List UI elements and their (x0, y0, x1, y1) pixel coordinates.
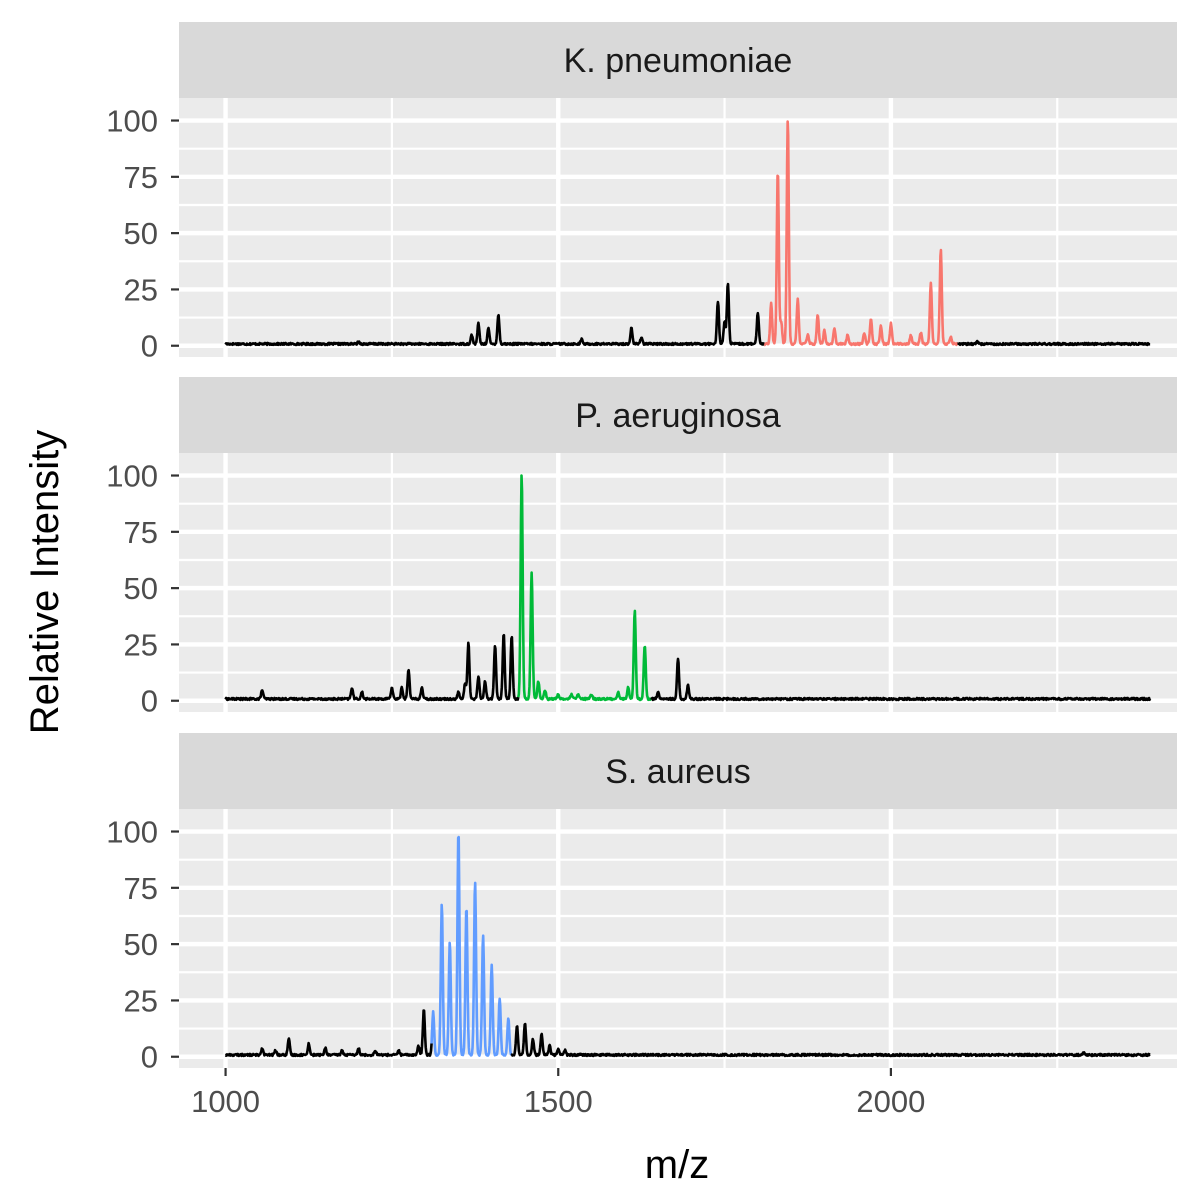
y-tick-label: 0 (141, 1040, 158, 1075)
spectrum-line-highlight (430, 835, 513, 1057)
y-tick-label: 0 (141, 329, 158, 364)
spectrum-line (956, 339, 1151, 347)
x-tick-label: 2000 (856, 1084, 925, 1119)
y-tick-label: 25 (124, 627, 158, 662)
facet-strip (179, 22, 1177, 98)
y-tick-label: 25 (124, 983, 158, 1018)
x-axis: 1000 1500 2000 (191, 1068, 925, 1119)
y-tick-label: 100 (106, 815, 158, 850)
y-tick-label: 100 (106, 104, 158, 139)
facet-panel: P. aeruginosa 0 25 50 75 100 (106, 377, 1177, 719)
facet-strip (179, 377, 1177, 453)
y-tick-label: 75 (124, 871, 158, 906)
y-axis-title: Relative Intensity (23, 430, 67, 735)
spectrum-line (650, 657, 1152, 702)
y-tick-label: 25 (124, 272, 158, 307)
facet-panel: K. pneumoniae 0 25 50 75 100 (106, 22, 1177, 364)
spectrum-line (510, 1022, 1151, 1058)
spectrum-line-highlight (763, 120, 959, 347)
spectrum-line (224, 1009, 433, 1058)
x-tick-label: 1000 (191, 1084, 260, 1119)
facet-strip-label: S. aureus (605, 753, 751, 791)
facet-strip-label: K. pneumoniae (564, 42, 793, 80)
spectrum-line-highlight (517, 474, 653, 702)
panel-background (179, 809, 1177, 1068)
y-tick-label: 50 (124, 571, 158, 606)
x-tick-label: 1500 (524, 1084, 593, 1119)
y-tick-label: 0 (141, 684, 158, 719)
y-tick-label: 75 (124, 515, 158, 550)
spectrum-line (224, 633, 520, 702)
panel-background (179, 98, 1177, 357)
facet-panels: K. pneumoniae 0 25 50 75 100 P. aeruginosa 0 25 5… (106, 22, 1177, 1075)
facet-panel: S. aureus 0 25 50 75 100 (106, 733, 1177, 1075)
facet-strip (179, 733, 1177, 809)
y-tick-label: 50 (124, 927, 158, 962)
y-tick-label: 100 (106, 459, 158, 494)
facet-strip-label: P. aeruginosa (575, 397, 781, 435)
y-tick-label: 75 (124, 160, 158, 195)
spectrum-line (224, 282, 766, 347)
y-tick-label: 50 (124, 216, 158, 251)
x-axis-title: m/z (645, 1143, 709, 1187)
